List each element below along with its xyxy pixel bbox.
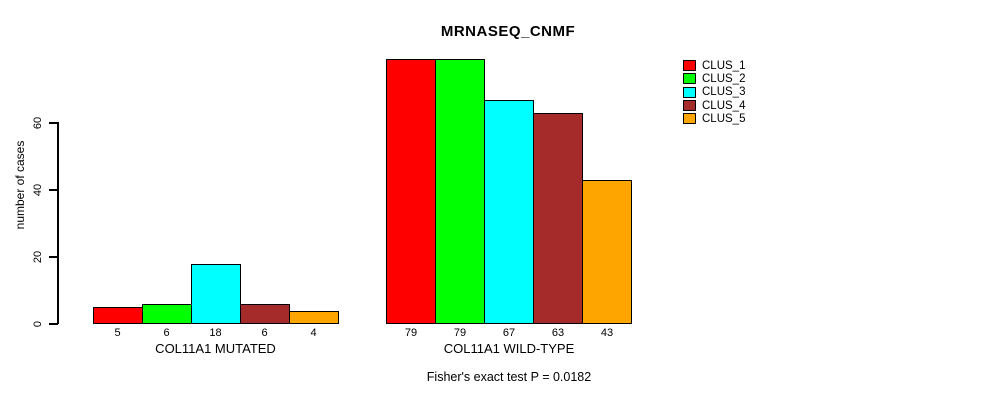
bar-value-label: 5 xyxy=(114,327,121,339)
legend: CLUS_1 CLUS_2 CLUS_3 CLUS_4 CLUS_5 xyxy=(683,59,745,125)
bar-clus_4-group2 xyxy=(533,113,583,324)
y-tick-label: 20 xyxy=(32,250,44,264)
bar-value-label: 79 xyxy=(453,327,467,339)
bar-value-label: 67 xyxy=(502,327,516,339)
legend-label: CLUS_2 xyxy=(702,72,746,85)
bar-clus_3-group2 xyxy=(484,100,534,324)
legend-row-clus_2: CLUS_2 xyxy=(683,72,745,85)
bar-value-label: 18 xyxy=(209,327,222,339)
y-tick-label: 0 xyxy=(32,320,44,328)
bar-clus_5-group1 xyxy=(288,311,339,324)
y-tick xyxy=(49,122,58,124)
y-axis-label: number of cases xyxy=(13,140,27,230)
legend-swatch-clus_1 xyxy=(683,60,696,72)
legend-row-clus_3: CLUS_3 xyxy=(683,86,745,99)
bar-clus_1-group1 xyxy=(92,307,143,324)
y-tick xyxy=(49,323,58,325)
bar-clus_5-group2 xyxy=(582,180,632,324)
group-label-1: COL11A1 MUTATED xyxy=(155,341,276,356)
bar-clus_2-group1 xyxy=(141,304,192,324)
legend-row-clus_4: CLUS_4 xyxy=(683,99,745,112)
legend-row-clus_5: CLUS_5 xyxy=(683,112,745,125)
legend-swatch-clus_5 xyxy=(683,113,696,125)
y-axis-line xyxy=(57,122,59,324)
bar-clus_1-group2 xyxy=(386,59,436,324)
group-label-2: COL11A1 WILD-TYPE xyxy=(443,341,575,356)
legend-label: CLUS_3 xyxy=(702,86,746,99)
bar-clus_4-group1 xyxy=(239,304,290,324)
bar-clus_2-group2 xyxy=(435,59,485,324)
y-tick-label: 60 xyxy=(32,116,44,130)
y-tick xyxy=(49,256,58,258)
y-tick xyxy=(49,189,58,191)
fisher-test-annotation: Fisher's exact test P = 0.0182 xyxy=(426,370,592,384)
bar-value-label: 6 xyxy=(261,327,268,339)
legend-label: CLUS_5 xyxy=(702,112,746,125)
bar-clus_3-group1 xyxy=(190,264,241,324)
chart-title: MRNASEQ_CNMF xyxy=(440,23,576,40)
y-tick-label: 40 xyxy=(32,183,44,197)
bar-value-label: 43 xyxy=(600,327,614,339)
legend-swatch-clus_3 xyxy=(683,86,696,98)
bar-value-label: 4 xyxy=(310,327,317,339)
legend-label: CLUS_4 xyxy=(702,99,746,112)
legend-swatch-clus_4 xyxy=(683,100,696,112)
bar-value-label: 6 xyxy=(163,327,170,339)
legend-row-clus_1: CLUS_1 xyxy=(683,59,745,72)
bar-value-label: 63 xyxy=(551,327,565,339)
bar-value-label: 79 xyxy=(404,327,418,339)
legend-label: CLUS_1 xyxy=(702,59,746,72)
legend-swatch-clus_2 xyxy=(683,73,696,85)
